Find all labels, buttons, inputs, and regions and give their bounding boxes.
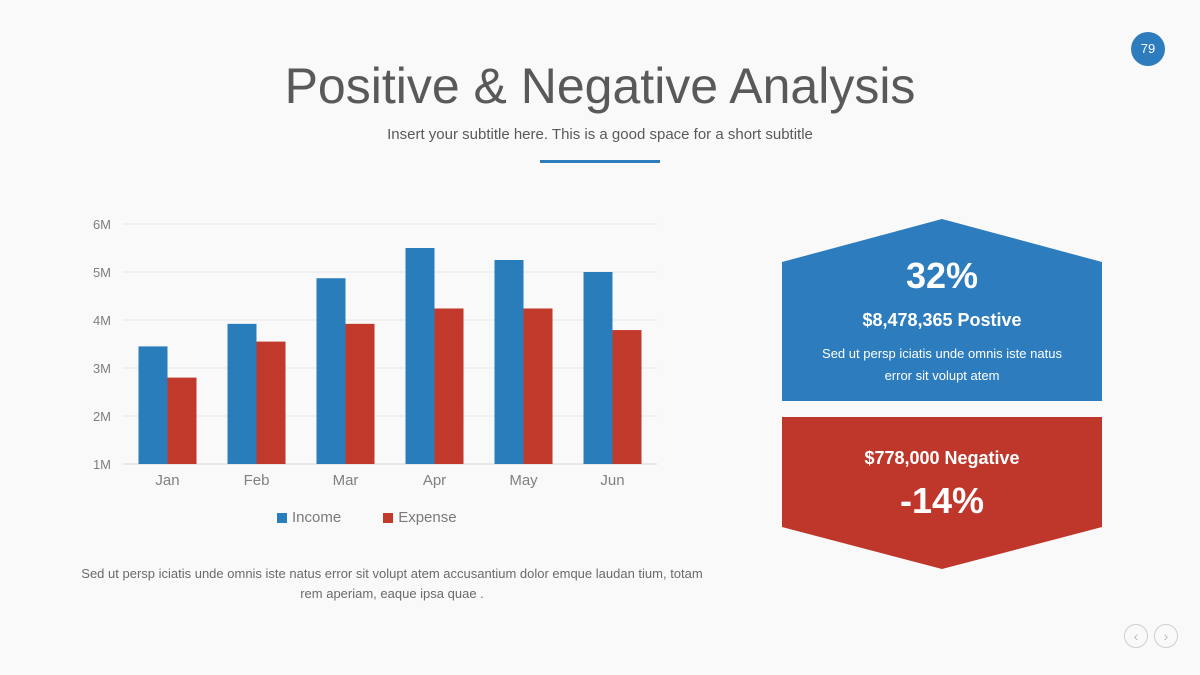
x-tick-label: Mar xyxy=(333,472,359,489)
y-tick-label: 1M xyxy=(93,457,111,472)
chevron-left-icon[interactable]: ‹ xyxy=(1124,624,1148,648)
x-tick-label: May xyxy=(509,472,538,489)
negative-percent: -14% xyxy=(899,480,985,521)
positive-panel: 32% $8,478,365 Postive Sed ut persp icia… xyxy=(782,219,1102,401)
positive-description: Sed ut persp iciatis unde omnis iste nat… xyxy=(822,346,1062,383)
income-expense-bar-chart: 1M 2M 3M 4M 5M 6M Jan Feb Mar Apr May Jun xyxy=(93,217,657,489)
y-tick-label: 3M xyxy=(93,361,111,376)
bar-income-feb xyxy=(227,323,257,464)
positive-percent: 32% xyxy=(905,255,979,296)
legend-swatch-expense xyxy=(383,512,394,523)
legend-item-income: Income xyxy=(277,509,341,526)
chart-caption: Sed ut persp iciatis unde omnis iste nat… xyxy=(81,566,703,601)
legend-label-income: Income xyxy=(292,509,342,526)
y-tick-label: 4M xyxy=(93,313,111,328)
bar-expense-jan xyxy=(167,377,197,464)
y-tick-label: 6M xyxy=(93,217,111,232)
bar-expense-apr xyxy=(434,308,464,464)
bar-expense-feb xyxy=(256,341,286,464)
x-tick-label: Feb xyxy=(244,472,270,489)
bar-income-may xyxy=(494,260,524,464)
positive-amount: $8,478,365 Postive xyxy=(862,310,1022,330)
positive-panel-shape xyxy=(782,219,1102,401)
bar-expense-mar xyxy=(345,323,375,464)
x-tick-label: Jun xyxy=(600,472,624,489)
legend-swatch-income xyxy=(277,512,287,523)
page-subtitle: Insert your subtitle here. This is a goo… xyxy=(387,126,813,143)
title-underline xyxy=(540,160,660,163)
x-tick-label: Apr xyxy=(423,472,446,489)
negative-panel: $778,000 Negative -14% xyxy=(782,417,1102,569)
bar-income-mar xyxy=(316,278,346,464)
page-title: Positive & Negative Analysis xyxy=(284,58,916,114)
y-tick-label: 2M xyxy=(93,409,111,424)
bar-income-jan xyxy=(138,346,168,464)
legend-label-expense: Expense xyxy=(398,509,457,526)
legend-item-expense: Expense xyxy=(383,509,457,526)
negative-amount: $778,000 Negative xyxy=(864,448,1020,468)
bar-expense-may xyxy=(523,308,553,464)
bar-expense-jun xyxy=(612,330,642,464)
y-tick-label: 5M xyxy=(93,265,111,280)
page-number-badge: 79 xyxy=(1131,32,1165,66)
bar-income-apr xyxy=(405,248,435,464)
negative-panel-shape xyxy=(782,417,1102,569)
bar-income-jun xyxy=(583,272,613,464)
chart-legend: Income Expense xyxy=(277,509,457,526)
chevron-right-icon[interactable]: › xyxy=(1154,624,1178,648)
x-tick-label: Jan xyxy=(155,472,179,489)
